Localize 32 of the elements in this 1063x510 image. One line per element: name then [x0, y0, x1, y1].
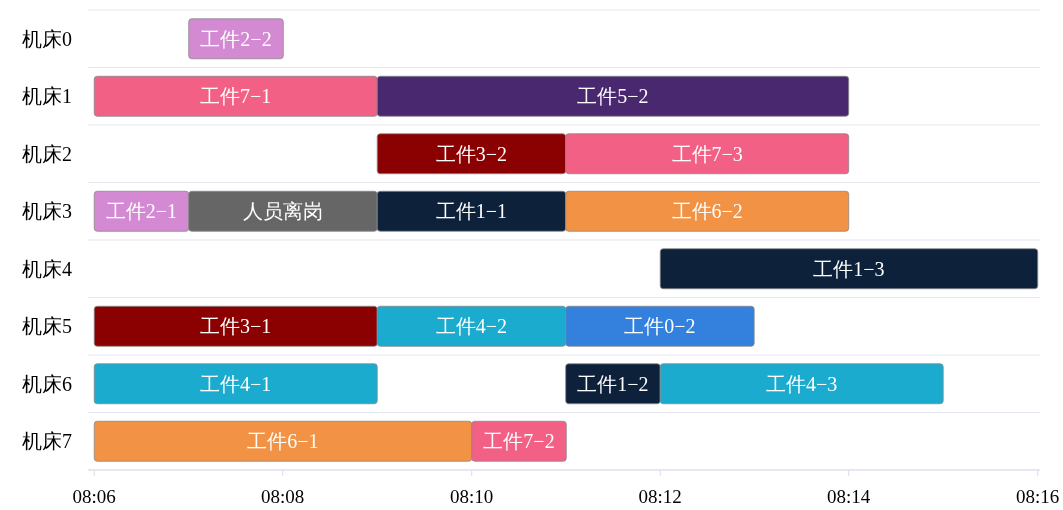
data-label: 工件7−3	[671, 142, 743, 165]
x-tick-label: 08:06	[72, 486, 116, 507]
data-label: 工件3−2	[435, 142, 508, 165]
data-label: 工件7−2	[483, 430, 555, 453]
y-tick-label: 机床4	[22, 257, 72, 280]
data-label: 工件7−1	[200, 85, 272, 108]
data-label: 工件6−1	[247, 430, 319, 453]
y-tick-label: 机床7	[22, 430, 72, 453]
data-label: 工件4−3	[766, 372, 838, 395]
data-label: 工件1−1	[435, 200, 508, 223]
data-label: 工件3−1	[200, 315, 272, 338]
y-tick-label: 机床2	[22, 142, 72, 165]
data-label: 工件5−2	[577, 85, 649, 108]
data-label: 工件4−2	[435, 315, 508, 338]
data-label: 工件2−2	[200, 27, 272, 50]
x-tick-label: 08:10	[450, 486, 494, 507]
y-tick-label: 机床0	[22, 27, 72, 50]
y-tick-label: 机床5	[22, 315, 72, 338]
y-tick-label: 机床6	[22, 372, 72, 395]
data-label: 工件6−2	[671, 200, 743, 223]
data-label: 工件4−1	[200, 372, 272, 395]
data-label: 工件0−2	[624, 315, 696, 338]
y-tick-label: 机床3	[22, 200, 72, 223]
data-label: 人员离岗	[242, 200, 323, 223]
y-tick-label: 机床1	[22, 85, 72, 108]
x-tick-label: 08:08	[261, 486, 305, 507]
data-label: 工件2−1	[105, 200, 178, 223]
data-label: 工件1−3	[813, 257, 885, 280]
data-label: 工件1−2	[577, 372, 649, 395]
x-tick-label: 08:16	[1016, 486, 1060, 507]
x-tick-label: 08:12	[638, 486, 682, 507]
x-tick-label: 08:14	[827, 486, 871, 507]
